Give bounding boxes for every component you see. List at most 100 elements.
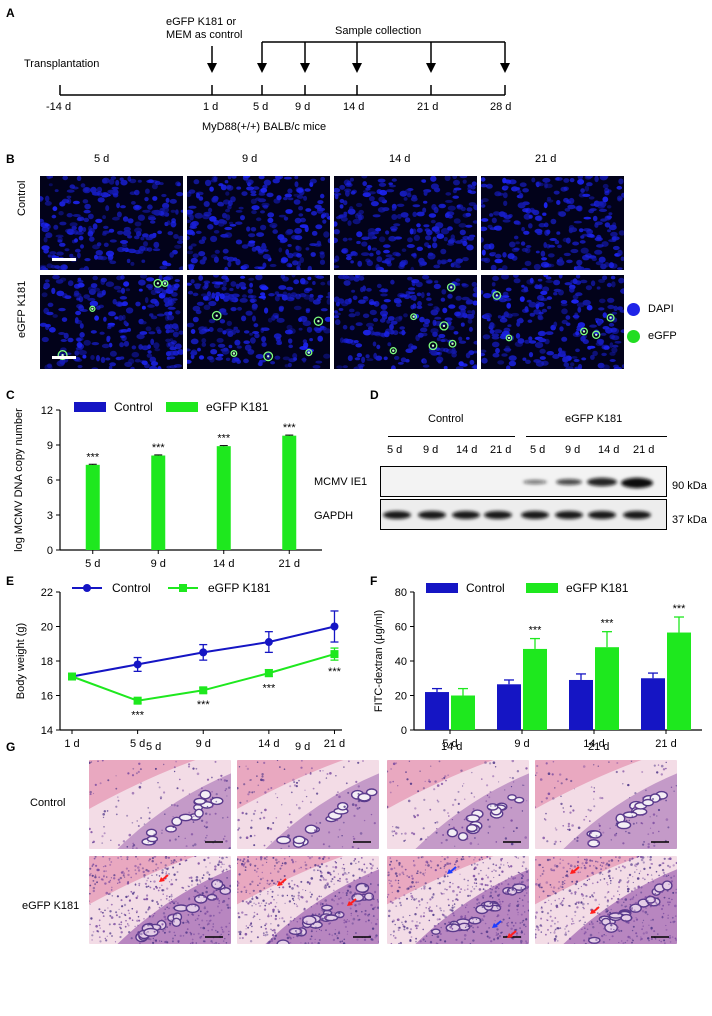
y-tick-label: 14 [41,725,53,737]
x-tick-label: 21 d [324,738,345,750]
legend-swatch [74,402,106,412]
bar [523,648,547,730]
row-label: eGFP K181 [22,900,80,912]
histology-image [387,856,529,944]
bar [282,435,297,550]
blot-lane-label: 21 d [490,444,512,456]
histology-image [535,856,677,944]
x-tick-label: 1 d [64,738,79,750]
blot-lane-label: 5 d [387,444,403,456]
y-axis-label: FITC-dextran (μg/ml) [373,610,385,712]
legend-label: Control [114,400,153,414]
histology-image [387,760,529,849]
timeline-day-label: 21 d [417,101,439,113]
histology-image [237,856,379,944]
column-label: 5 d [94,153,110,165]
legend-marker [83,584,91,592]
panel-label-e: E [6,574,15,588]
significance-label: *** [197,699,211,711]
microscopy-image [334,176,477,270]
y-tick-label: 80 [395,587,407,599]
timeline-sample-collection-label: Sample collection [335,25,422,37]
fitc-dextran-chart: 0 20 40 60 80 FITC-dextran (μg/ml) Control eGFP… [373,581,702,750]
bar [216,446,231,550]
body-weight-chart: 14 16 18 20 22 Body weight (g) Control eGFP K18… [15,581,345,750]
microscopy-image [187,176,330,270]
y-tick-label: 40 [395,656,407,668]
histology-image [535,760,677,849]
significance-label: *** [131,709,145,721]
dapi-legend-label: DAPI [648,303,674,315]
histology-image [89,760,231,849]
egfp-legend-label: eGFP [648,330,677,342]
timeline-transplantation-label: Transplantation [24,58,100,70]
microscopy-image [334,275,477,369]
microscopy-image [40,176,183,270]
legend-swatch [166,402,198,412]
y-tick-label: 0 [401,725,407,737]
blot-size-label: 90 kDa [672,480,707,492]
microscopy-image [187,275,330,369]
column-label: 14 d [441,741,463,753]
timeline-day-label: 5 d [253,101,269,113]
blot-group-line [526,436,667,437]
row-label: Control [16,180,28,216]
x-tick-label: 9 d [196,738,211,750]
panel-label-g: G [6,740,16,754]
dna-copy-chart: 0 3 6 9 12 log MCMV DNA copy number Control eGF… [13,400,322,568]
bar [667,632,691,730]
timeline-day-label: 14 d [343,101,365,113]
data-point [68,672,76,681]
microscopy-image [40,275,183,369]
microscopy-image [481,176,624,270]
timeline-day-label: 1 d [203,101,219,113]
data-point [199,686,208,695]
column-label: 21 d [535,153,557,165]
blot-lane-label: 21 d [633,444,655,456]
y-tick-label: 6 [47,475,53,487]
y-tick-label: 12 [41,405,53,417]
data-point [133,696,142,705]
timeline-day-label: -14 d [46,101,72,113]
x-tick-label: 21 d [655,738,676,750]
significance-label: *** [328,666,342,678]
data-point [264,638,273,647]
y-tick-label: 0 [47,545,53,557]
bar [641,678,665,730]
blot-row-label: GAPDH [314,510,354,522]
column-label: 14 d [389,153,411,165]
significance-label: *** [86,451,100,463]
blot-group-line [388,436,515,437]
y-tick-label: 20 [395,691,407,703]
row-label: eGFP K181 [16,280,28,338]
significance-label: *** [529,625,543,637]
western-blot [380,466,667,530]
y-tick-label: 18 [41,656,53,668]
legend-label: eGFP K181 [566,581,629,595]
y-tick-label: 9 [47,440,53,452]
panel-label-c: C [6,388,15,402]
significance-label: *** [673,603,687,615]
legend-marker [179,584,187,592]
y-axis-label: log MCMV DNA copy number [13,408,25,552]
column-label: 21 d [588,741,610,753]
blot-lane-label: 9 d [565,444,581,456]
timeline-mice-label: MyD88(+/+) BALB/c mice [202,121,327,133]
blot-lane-label: 9 d [423,444,439,456]
legend-label: Control [112,581,151,595]
significance-label: *** [152,442,166,454]
data-point [264,669,273,678]
x-tick-label: 21 d [279,558,300,568]
data-point [133,660,142,669]
bar [569,679,593,730]
timeline-day-label: 28 d [490,101,512,113]
data-point [330,650,339,659]
blot-lane-label: 14 d [456,444,478,456]
data-point [330,622,339,631]
blot-size-label: 37 kDa [672,514,707,526]
y-tick-label: 16 [41,691,53,703]
x-tick-label: 9 d [514,738,529,750]
histology-image [89,856,231,944]
x-tick-label: 5 d [130,738,145,750]
legend-label: Control [466,581,505,595]
